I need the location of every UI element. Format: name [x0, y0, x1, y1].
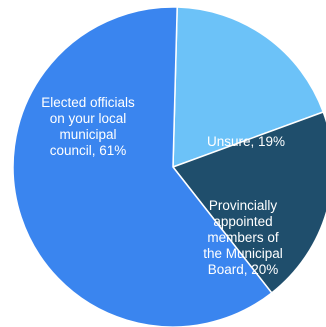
slice-label-line: on your local	[50, 111, 127, 126]
slice-label-line: Provincially	[209, 198, 278, 213]
slice-label-line: Elected officials	[41, 95, 135, 110]
slice-label-2: Provincially appointed members of the Munic…	[203, 198, 283, 277]
pie-slice-2	[171, 111, 326, 294]
slice-label-0: Elected officials on your local municipal c…	[41, 95, 135, 158]
pie-slices	[12, 6, 326, 327]
slice-label-line: municipal	[59, 127, 116, 142]
slice-label-line: members of	[207, 230, 279, 245]
slice-label-1: Unsure, 19%	[207, 134, 285, 149]
pie-slice-1	[172, 6, 325, 169]
slice-label-line: Unsure, 19%	[207, 134, 285, 149]
slice-label-line: council, 61%	[50, 143, 127, 158]
slice-label-line: appointed	[213, 214, 272, 229]
slice-label-line: the Municipal	[203, 246, 283, 261]
slice-label-line: Board, 20%	[208, 262, 279, 277]
slice-labels: Elected officials on your local municipal c…	[41, 95, 285, 277]
pie-slice-0	[12, 6, 273, 327]
